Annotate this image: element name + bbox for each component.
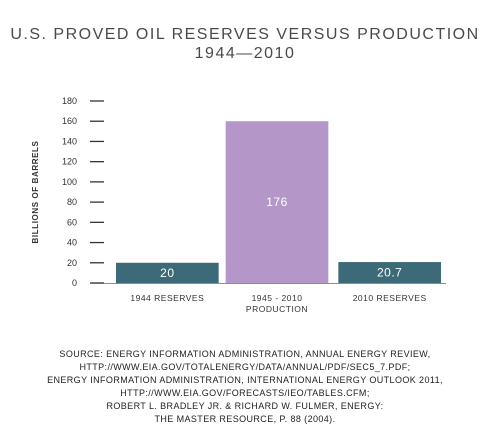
bar-value-label: 176 (266, 195, 288, 209)
y-tick-label: 20 (67, 258, 77, 268)
bar-value-label: 20.7 (377, 266, 402, 280)
source-line: HTTP://WWW.EIA.GOV/FORECASTS/IEO/TABLES.… (120, 388, 370, 398)
bar (338, 262, 441, 283)
y-tick-label: 60 (67, 217, 77, 227)
source-line: THE MASTER RESOURCE, P. 88 (2004). (154, 414, 336, 424)
y-tick-label: 0 (72, 278, 77, 288)
source-line: HTTP://WWW.EIA.GOV/TOTALENERGY/DATA/ANNU… (79, 362, 411, 372)
y-tick-label: 180 (62, 96, 77, 106)
bar-chart: 0 20 40 60 80 100 120 140 160 180 BILLIONS OF BARR… (31, 96, 446, 314)
bar (225, 121, 329, 283)
source-note: SOURCE: ENERGY INFORMATION ADMINISTRATIO… (0, 348, 490, 426)
chart-subtitle: 1944—2010 (194, 45, 296, 62)
y-tick-label: 40 (67, 238, 77, 248)
bar (116, 262, 219, 283)
chart-title: U.S. PROVED OIL RESERVES VERSUS PRODUCTI… (10, 26, 480, 43)
source-line: ENERGY INFORMATION ADMINISTRATION, INTER… (47, 375, 443, 385)
x-category-label: PRODUCTION (246, 304, 308, 314)
y-tick-label: 100 (62, 177, 77, 187)
y-tick-label: 120 (62, 157, 77, 167)
y-tick-label: 80 (67, 197, 77, 207)
y-tick-label: 160 (62, 116, 77, 126)
source-line: ROBERT L. BRADLEY JR. & RICHARD W. FULME… (106, 401, 384, 411)
x-category-label: 1944 RESERVES (130, 293, 204, 303)
y-tick-label: 140 (62, 136, 77, 146)
y-axis-label: BILLIONS OF BARRELS (31, 140, 40, 243)
source-line: SOURCE: ENERGY INFORMATION ADMINISTRATIO… (59, 349, 431, 359)
bar-value-label: 20 (160, 266, 174, 280)
x-category-label: 2010 RESERVES (353, 293, 427, 303)
x-category-label: 1945 - 2010 (252, 293, 303, 303)
